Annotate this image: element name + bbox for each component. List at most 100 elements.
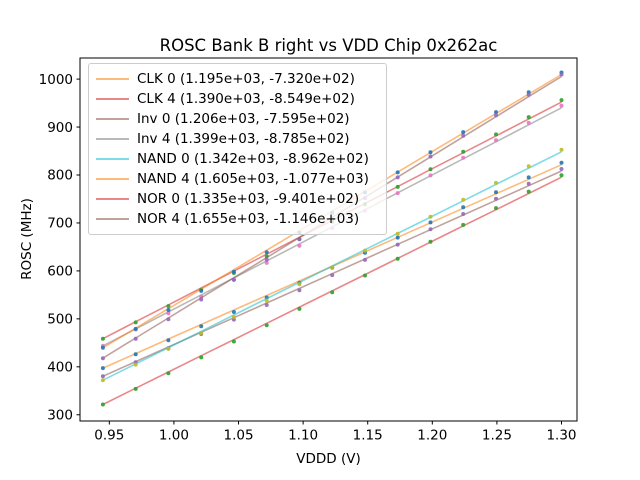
data-point-inv-0 <box>526 181 531 186</box>
data-point-clk-0 <box>428 220 433 225</box>
data-point-inv-4 <box>395 191 400 196</box>
x-axis-label: VDDD (V) <box>296 451 361 467</box>
data-point-nor-4 <box>199 297 204 302</box>
data-point-nand-0 <box>363 248 367 253</box>
data-point-nor-0 <box>231 339 236 344</box>
data-point-nor-0 <box>494 206 498 211</box>
y-tick-label: 800 <box>47 168 73 184</box>
data-point-clk-4 <box>395 184 400 189</box>
data-point-nand-0 <box>264 298 269 303</box>
data-point-clk-4 <box>166 304 171 309</box>
y-tick-label: 300 <box>47 407 73 423</box>
data-point-inv-4 <box>461 155 466 160</box>
data-point-inv-0 <box>559 167 564 171</box>
legend: CLK 0 (1.195e+03, -7.320e+02) CLK 4 (1.39… <box>88 63 387 235</box>
legend-line-sample <box>96 158 129 160</box>
data-point-nor-0 <box>461 222 466 227</box>
data-point-nand-4 <box>166 308 171 312</box>
data-point-nor-0 <box>166 371 171 376</box>
data-point-inv-0 <box>264 303 269 307</box>
legend-line-sample <box>96 78 129 80</box>
x-tick-label: 1.30 <box>546 428 576 444</box>
data-point-clk-4 <box>133 320 138 325</box>
x-tick-label: 1.25 <box>482 428 512 444</box>
data-point-nor-4 <box>166 317 171 322</box>
data-point-inv-4 <box>494 138 498 143</box>
axes-spines <box>79 57 578 422</box>
data-point-nor-0 <box>428 239 433 244</box>
data-point-nor-4 <box>264 257 269 262</box>
legend-entry-label: NAND 0 (1.342e+03, -8.962e+02) <box>137 151 369 167</box>
legend-entry-label: Inv 0 (1.206e+03, -7.595e+02) <box>137 111 350 127</box>
data-point-inv-0 <box>363 257 367 262</box>
legend-entry: CLK 4 (1.390e+03, -8.549e+02) <box>96 89 379 109</box>
data-point-clk-4 <box>428 167 433 172</box>
data-point-nand-0 <box>526 164 531 169</box>
y-tick-label: 900 <box>47 120 73 136</box>
data-point-nand-0 <box>461 197 466 202</box>
legend-line-sample <box>96 138 129 140</box>
data-point-clk-0 <box>461 205 466 210</box>
data-point-nor-0 <box>363 273 367 278</box>
data-point-clk-0 <box>133 352 138 357</box>
data-point-inv-0 <box>428 227 433 232</box>
legend-line-sample <box>96 118 129 120</box>
data-point-nand-4 <box>395 170 400 175</box>
data-point-clk-0 <box>526 175 531 180</box>
data-point-nand-0 <box>297 282 302 287</box>
x-tick-label: 1.10 <box>288 428 318 444</box>
data-point-nand-4 <box>461 130 466 135</box>
y-tick-label: 500 <box>47 312 73 328</box>
data-point-nand-0 <box>100 378 105 383</box>
data-point-nor-0 <box>395 256 400 261</box>
legend-entry-label: CLK 4 (1.390e+03, -8.549e+02) <box>137 91 355 107</box>
data-point-inv-0 <box>297 288 302 293</box>
y-tick-label: 1000 <box>39 72 73 88</box>
legend-line-sample <box>96 198 129 200</box>
y-tick-label: 600 <box>47 264 73 280</box>
x-tick-label: 0.95 <box>94 428 124 444</box>
data-point-nand-0 <box>330 265 335 270</box>
data-point-clk-0 <box>100 366 105 371</box>
data-point-nor-0 <box>264 323 269 328</box>
legend-entry: NAND 4 (1.605e+03, -1.077e+03) <box>96 169 379 189</box>
legend-entry-label: Inv 4 (1.399e+03, -8.785e+02) <box>137 131 350 147</box>
data-point-nand-0 <box>133 362 138 367</box>
legend-entry: NOR 0 (1.335e+03, -9.401e+02) <box>96 189 379 209</box>
y-tick-label: 400 <box>47 360 73 376</box>
chart-title: ROSC Bank B right vs VDD Chip 0x262ac <box>159 36 498 55</box>
x-tick-label: 1.00 <box>159 428 189 444</box>
data-point-clk-4 <box>526 115 531 120</box>
x-tick-label: 1.20 <box>417 428 447 444</box>
data-point-nor-4 <box>297 237 302 242</box>
data-point-nor-4 <box>231 277 236 282</box>
data-point-inv-4 <box>559 103 564 108</box>
legend-entry-label: NOR 0 (1.335e+03, -9.401e+02) <box>137 191 360 207</box>
data-point-nor-4 <box>526 92 531 97</box>
data-point-nor-0 <box>100 402 105 407</box>
data-point-inv-0 <box>494 196 498 201</box>
legend-entry: CLK 0 (1.195e+03, -7.320e+02) <box>96 69 379 89</box>
data-point-inv-0 <box>330 273 335 278</box>
data-point-inv-4 <box>526 120 531 125</box>
data-point-nor-4 <box>494 113 498 118</box>
data-point-inv-4 <box>428 173 433 178</box>
legend-line-sample <box>96 178 129 180</box>
data-point-nor-0 <box>330 290 335 295</box>
data-point-nor-4 <box>395 175 400 180</box>
data-point-clk-4 <box>494 132 498 137</box>
legend-line-sample <box>96 218 129 220</box>
legend-entry: Inv 0 (1.206e+03, -7.595e+02) <box>96 109 379 129</box>
data-point-inv-4 <box>264 260 269 265</box>
data-point-nor-4 <box>559 72 564 77</box>
data-point-nor-4 <box>428 154 433 159</box>
data-point-nand-4 <box>264 250 269 255</box>
data-point-nor-0 <box>559 173 564 178</box>
data-point-nor-0 <box>199 355 204 360</box>
legend-entry: Inv 4 (1.399e+03, -8.785e+02) <box>96 129 379 149</box>
data-point-nor-4 <box>461 133 466 138</box>
data-point-clk-0 <box>559 160 564 165</box>
data-point-nand-0 <box>199 331 204 335</box>
data-point-nand-4 <box>494 110 498 115</box>
